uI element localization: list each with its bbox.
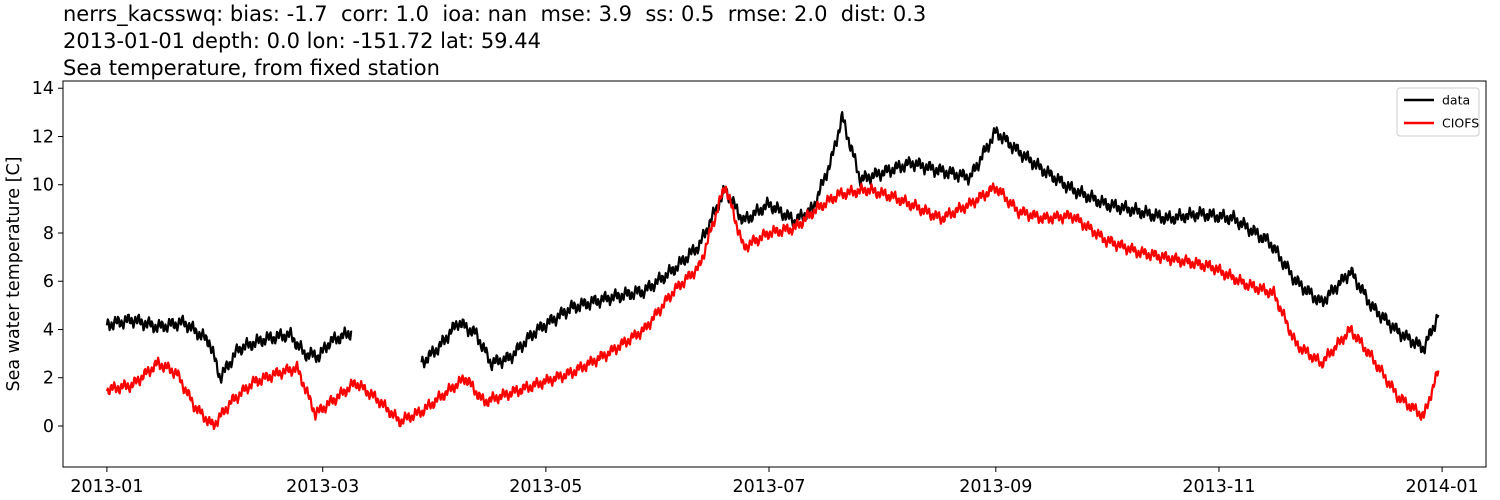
series-layer: [105, 111, 1440, 431]
y-axis-ticks: 0 2 4 6 8 10 12 14: [32, 79, 63, 437]
chart-title-line-1: nerrs_kacsswq: bias: -1.7 corr: 1.0 ioa:…: [63, 2, 927, 26]
axes-layer: [62, 80, 1487, 468]
y-tick-label: 0: [43, 417, 54, 437]
y-tick-label: 4: [43, 320, 54, 340]
x-tick-label: 2013-05: [509, 477, 582, 497]
legend-label-data: data: [1442, 93, 1470, 108]
y-tick-label: 2: [43, 369, 54, 389]
y-tick-label: 8: [43, 224, 54, 244]
y-axis-label: Sea water temperature [C]: [4, 156, 24, 391]
x-tick-label: 2013-09: [959, 477, 1032, 497]
x-tick-label: 2013-07: [732, 477, 805, 497]
y-tick-label: 6: [43, 272, 54, 292]
x-tick-label: 2013-11: [1182, 477, 1255, 497]
x-axis-ticks: 2013-01 2013-03 2013-05 2013-07 2013-09 2013-…: [70, 467, 1479, 497]
y-tick-label: 14: [32, 79, 54, 99]
y-tick-label: 10: [32, 176, 54, 196]
x-tick-label: 2013-03: [286, 477, 359, 497]
series-line-ciofs: [105, 182, 1440, 431]
chart-title-line-2: 2013-01-01 depth: 0.0 lon: -151.72 lat: …: [63, 29, 541, 53]
y-tick-label: 12: [32, 127, 54, 147]
legend-label-ciofs: CIOFS: [1442, 116, 1479, 131]
legend: data CIOFS: [1396, 87, 1480, 137]
x-tick-label: 2014-01: [1406, 477, 1479, 497]
series-line-data: [105, 111, 1440, 384]
plot-frame: [62, 80, 1487, 468]
x-tick-label: 2013-01: [70, 477, 143, 497]
chart-title-line-3: Sea temperature, from fixed station: [63, 56, 440, 80]
